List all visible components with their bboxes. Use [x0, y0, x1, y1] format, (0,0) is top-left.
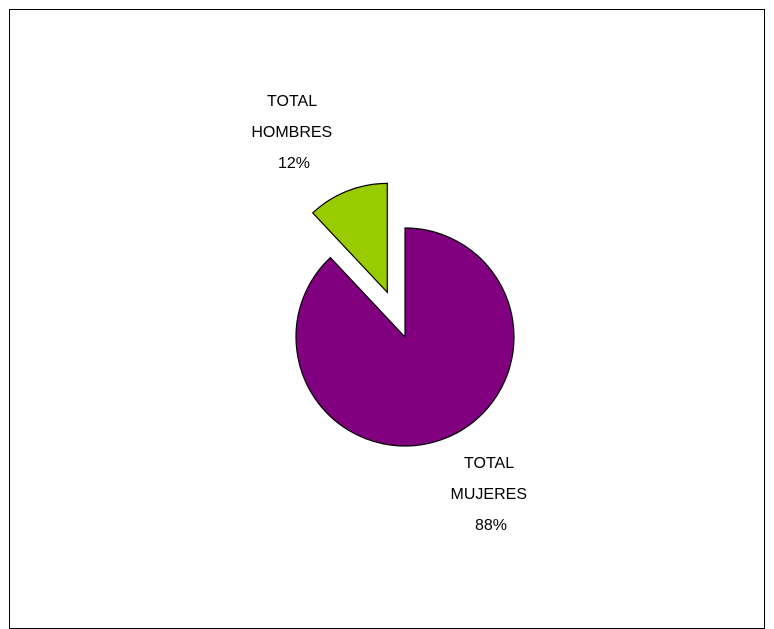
label-hombres-line-3: 12%	[278, 155, 310, 172]
label-hombres-line-2: HOMBRES	[251, 124, 332, 141]
label-mujeres-line-1: TOTAL	[464, 455, 514, 472]
label-hombres-line-1: TOTAL	[267, 93, 317, 110]
label-total-hombres: TOTAL HOMBRES 12%	[251, 93, 336, 172]
pie-chart: TOTAL HOMBRES 12% TOTAL MUJERES 88%	[251, 93, 532, 534]
label-mujeres-line-3: 88%	[475, 517, 507, 534]
pie-slice-total-mujeres	[295, 227, 515, 447]
label-mujeres-line-2: MUJERES	[451, 486, 527, 503]
label-total-mujeres: TOTAL MUJERES 88%	[451, 455, 532, 534]
pie-slice-total-hombres	[311, 182, 388, 294]
pie-slices	[295, 182, 515, 447]
